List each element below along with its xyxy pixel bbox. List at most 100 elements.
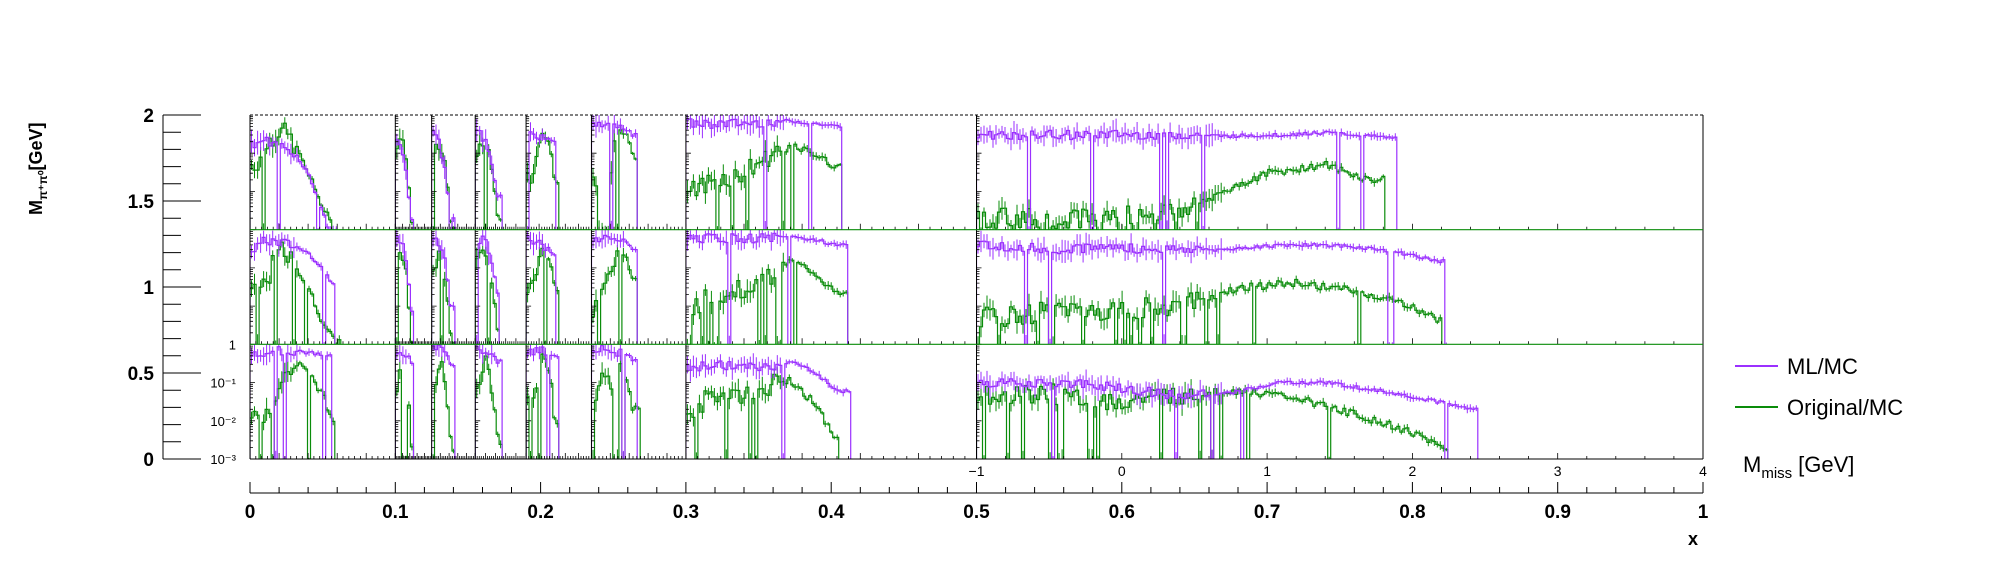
inner-x-tick-label: 4 <box>1699 463 1707 479</box>
errors-orig-panel-3-1 <box>476 245 502 345</box>
series-orig-panel-6-2 <box>685 373 840 460</box>
inner-x-ticks-panel-7-1 <box>976 338 1704 345</box>
outer-x-ticks <box>249 482 1704 493</box>
inner-x-label-sub: miss <box>1761 465 1792 482</box>
panel-4-2 <box>525 344 592 460</box>
series-ml-panel-6-2 <box>685 360 852 460</box>
series-orig-panel-1-1 <box>395 252 415 345</box>
outer-y-tick-label: 0 <box>143 450 154 471</box>
panel-1-0 <box>394 116 432 231</box>
legend-label-ml: ML/MC <box>1787 354 1858 379</box>
panel-7-1 <box>976 230 1704 345</box>
outer-x-tick-label: 0 <box>245 502 256 523</box>
inner-y-tick-label: 10⁻³ <box>210 452 236 467</box>
inner-y-ticks-panel-6-1 <box>685 231 691 345</box>
series-orig-panel-7-1 <box>976 278 1443 345</box>
errors-ml-panel-1-1 <box>396 229 413 316</box>
panel-0-1 <box>249 230 396 345</box>
axes-layer: −1 0 1 2 3 4 10⁻³ 10⁻² 10⁻¹ 1 0 0.5 1 1.5 2 0 0.1 0.2 0.3 0… <box>128 106 1709 523</box>
outer-x-tick-label: 0.7 <box>1254 502 1280 523</box>
errors-ml-panel-7-0 <box>977 118 1396 230</box>
outer-y-tick-label: 1 <box>143 278 154 299</box>
series-orig-panel-7-0 <box>976 161 1386 230</box>
outer-x-axis-label: x <box>1688 529 1698 549</box>
outer-x-tick-label: 0.3 <box>673 502 699 523</box>
series-orig-panel-2-2 <box>431 361 456 460</box>
series-orig-panel-6-1 <box>685 259 849 345</box>
inner-y-tick-label: 1 <box>229 337 236 352</box>
errors-ml-panel-7-1 <box>977 230 1447 345</box>
outer-y-label-sub: π⁺π⁰ <box>36 170 50 200</box>
errors-orig-panel-2-2 <box>432 355 454 460</box>
errors-ml-panel-6-2 <box>686 353 850 460</box>
errors-ml-panel-0-2 <box>251 344 331 460</box>
series-orig-panel-4-1 <box>526 247 560 345</box>
panel-2-1 <box>431 230 476 345</box>
series-orig-panel-1-2 <box>395 369 415 460</box>
series-ml-panel-5-2 <box>591 345 638 460</box>
inner-x-label-unit: [GeV] <box>1798 452 1854 477</box>
inner-x-ticks-panel-6-0 <box>685 223 977 230</box>
outer-y-tick-label: 1.5 <box>128 192 155 213</box>
panel-5-0 <box>591 115 687 231</box>
panel-2-0 <box>431 116 476 231</box>
inner-x-ticks-panel-3-0 <box>474 223 527 230</box>
inner-x-tick-label: 3 <box>1554 463 1562 479</box>
panel-0-2 <box>249 344 396 460</box>
panel-4-1 <box>525 231 592 345</box>
series-ml-panel-7-0 <box>976 129 1398 230</box>
panel-1-1 <box>394 229 432 345</box>
errors-ml-panel-2-0 <box>432 124 454 230</box>
errors-ml-panel-3-1 <box>476 229 502 345</box>
outer-y-axis-label: Mπ⁺π⁰[GeV] <box>26 122 50 215</box>
inner-x-tick-label: 1 <box>1263 463 1271 479</box>
errors-ml-panel-1-2 <box>396 344 413 366</box>
inner-x-ticks-panel-5-2 <box>591 453 687 459</box>
errors-ml-panel-6-0 <box>686 115 841 230</box>
errors-orig-panel-7-1 <box>977 275 1441 345</box>
outer-y-label-main: M <box>26 200 46 215</box>
outer-x-tick-label: 1 <box>1698 502 1709 523</box>
svg-text:Mmiss[GeV]: Mmiss [GeV] <box>1743 452 1854 482</box>
outer-x-tick-label: 0.6 <box>1109 502 1135 523</box>
outer-y-tick-label: 0.5 <box>128 364 155 385</box>
frame-layer <box>249 114 1704 460</box>
inner-y-tick-label: 10⁻¹ <box>210 376 236 391</box>
series-orig-panel-7-2 <box>976 383 1449 460</box>
series-ml-panel-1-2 <box>395 352 415 459</box>
inner-x-tick-label: −1 <box>969 463 985 479</box>
panel-1-2 <box>394 344 432 460</box>
outer-x-tick-label: 0.8 <box>1399 502 1425 523</box>
series-ml-panel-5-1 <box>591 234 638 345</box>
errors-orig-panel-7-0 <box>977 157 1384 230</box>
series-ml-panel-1-0 <box>395 139 415 230</box>
series-ml-panel-6-1 <box>685 232 849 345</box>
outer-y-ticks <box>163 114 201 460</box>
inner-x-tick-label: 0 <box>1118 463 1126 479</box>
series-orig-panel-5-0 <box>591 129 638 230</box>
inner-y-ticks-panel-2-1 <box>431 231 437 345</box>
panel-3-0 <box>474 116 527 231</box>
inner-x-ticks-panel-2-2 <box>431 453 476 459</box>
panel-4-0 <box>525 116 592 231</box>
panel-7-0 <box>976 116 1704 231</box>
outer-y-tick-label: 2 <box>143 106 154 127</box>
panel-3-2 <box>474 344 527 460</box>
inner-x-ticks-panel-3-2 <box>474 453 527 459</box>
inner-x-label-main: M <box>1743 452 1761 477</box>
outer-x-tick-label: 0.1 <box>382 502 409 523</box>
inner-x-axis-label: Mmiss [GeV] <box>1743 452 1854 482</box>
errors-ml-panel-1-0 <box>396 133 413 222</box>
outer-y-label-unit: [GeV] <box>26 122 46 170</box>
series-orig-panel-4-0 <box>526 132 560 230</box>
panel-6-0 <box>685 115 977 231</box>
series-ml-panel-1-1 <box>395 235 415 345</box>
series-orig-panel-4-2 <box>526 353 560 460</box>
errors-orig-panel-0-2 <box>251 360 334 460</box>
panel-6-1 <box>685 229 977 345</box>
errors-ml-panel-6-1 <box>686 229 847 345</box>
errors-orig-panel-1-0 <box>396 128 413 226</box>
series-orig-panel-2-1 <box>431 250 456 345</box>
series-ml-panel-4-2 <box>526 346 560 460</box>
